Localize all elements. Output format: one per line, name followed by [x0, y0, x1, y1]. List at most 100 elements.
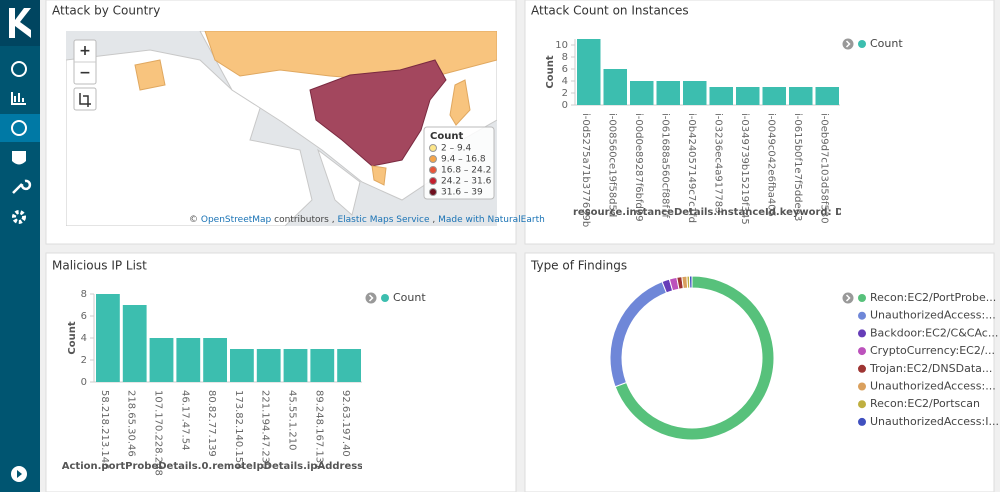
x-tick-label: i-0eb9d7c103d58f530	[818, 113, 829, 224]
legend-swatch	[858, 329, 866, 338]
x-tick-label: 173.82.140.154	[233, 390, 244, 470]
panel	[524, 0, 995, 245]
legend-label[interactable]: Trojan:EC2/DNSData...	[869, 362, 992, 375]
legend-label: 9.4 – 16.8	[441, 155, 486, 165]
y-tick-label: 4	[562, 76, 568, 87]
pie-slice[interactable]	[688, 275, 693, 289]
attribution-link[interactable]: Elastic Maps Service	[337, 215, 429, 225]
bar[interactable]	[310, 349, 335, 382]
bar[interactable]	[762, 87, 787, 105]
attribution-link[interactable]: Made with NaturalEarth	[438, 215, 545, 225]
crop-button[interactable]	[73, 87, 97, 111]
legend-swatch	[429, 177, 437, 185]
bar[interactable]	[656, 81, 681, 105]
panel-title: Attack by Country	[52, 4, 160, 18]
legend-toggle[interactable]	[842, 292, 854, 304]
discover-icon[interactable]	[11, 61, 27, 77]
x-tick-label: i-0b424057149c7c1fd	[686, 113, 697, 223]
legend-toggle[interactable]	[365, 292, 377, 304]
x-tick-label: 221.194.47.239	[260, 390, 271, 470]
y-tick-label: 6	[562, 64, 568, 75]
legend-label: 31.6 – 39	[441, 188, 483, 198]
legend-toggle-arrow	[368, 294, 374, 302]
legend-label[interactable]: UnauthorizedAccess:...	[870, 309, 996, 322]
legend-swatch	[429, 166, 437, 174]
bar[interactable]	[203, 338, 227, 382]
y-tick-label: 2	[81, 355, 87, 366]
bar[interactable]	[577, 39, 601, 105]
bar[interactable]	[603, 69, 628, 105]
bar[interactable]	[337, 349, 361, 382]
y-axis-label: Count	[545, 55, 556, 88]
x-tick-label: 107.170.228.248	[153, 390, 164, 476]
legend-label[interactable]: CryptoCurrency:EC2/...	[870, 344, 995, 357]
legend-label[interactable]: Count	[870, 37, 903, 50]
bar[interactable]	[709, 87, 734, 105]
legend-label[interactable]: UnauthorizedAccess:...	[870, 380, 996, 393]
legend-toggle-arrow	[845, 40, 851, 48]
x-tick-label: i-008560ce19f58d5d	[606, 113, 617, 217]
bar[interactable]	[815, 87, 840, 105]
legend-toggle[interactable]	[842, 38, 854, 50]
x-tick-label: i-0049c042e6fba405	[765, 113, 776, 217]
bar[interactable]	[149, 338, 174, 382]
legend-swatch	[858, 347, 866, 356]
bar[interactable]	[122, 305, 147, 382]
map-legend	[423, 126, 495, 200]
visualize-icon[interactable]	[11, 92, 26, 105]
x-tick-label: i-061688a560cf88f1f	[659, 113, 670, 218]
bar[interactable]	[176, 338, 201, 382]
legend-label[interactable]: Recon:EC2/PortProbe...	[870, 291, 996, 304]
bar[interactable]	[789, 87, 813, 105]
y-tick-label: 0	[81, 377, 87, 388]
active-nav	[0, 114, 40, 142]
bar[interactable]	[256, 349, 281, 382]
legend-swatch	[429, 144, 437, 152]
y-tick-label: 8	[562, 52, 568, 63]
x-tick-label: 58.218.213.146	[99, 390, 110, 470]
y-tick-label: 4	[81, 333, 87, 344]
bar[interactable]	[683, 81, 707, 105]
map[interactable]: + − Count 2 – 9.49.4 – 16.816.8 – 24.224…	[66, 31, 497, 226]
bar[interactable]	[736, 87, 760, 105]
x-tick-label: 89.248.167.131	[313, 390, 324, 470]
x-tick-label: i-03236ec4a917783	[712, 113, 723, 214]
y-tick-label: 2	[562, 88, 568, 99]
legend-swatch	[429, 188, 437, 196]
legend-label[interactable]: UnauthorizedAccess:I...	[870, 415, 999, 428]
attribution-link[interactable]: OpenStreetMap	[201, 215, 272, 225]
attribution: © OpenStreetMap contributors , Elastic M…	[189, 215, 545, 225]
bar[interactable]	[230, 349, 254, 382]
x-tick-label: 92.63.197.40	[340, 390, 351, 457]
legend-swatch	[858, 364, 866, 373]
devtools-icon[interactable]	[12, 179, 32, 194]
legend-label[interactable]: Recon:EC2/Portscan	[870, 397, 980, 410]
legend-label: 24.2 – 31.6	[441, 177, 492, 187]
settings-icon[interactable]	[12, 210, 26, 224]
bar[interactable]	[630, 81, 654, 105]
legend-toggle-arrow	[845, 294, 851, 302]
legend-swatch	[858, 40, 866, 48]
zoom-in[interactable]: +	[79, 43, 91, 59]
panel	[524, 252, 995, 492]
bar[interactable]	[283, 349, 308, 382]
y-tick-label: 0	[562, 100, 568, 111]
dashboard-icon[interactable]	[11, 120, 27, 136]
legend-swatch	[858, 382, 866, 391]
legend-swatch	[381, 294, 389, 302]
panel-title: Malicious IP List	[52, 259, 147, 273]
zoom-out[interactable]: −	[79, 65, 91, 81]
x-tick-label: 80.82.77.139	[206, 390, 217, 457]
legend-label[interactable]: Count	[393, 291, 426, 304]
bar[interactable]	[96, 294, 120, 382]
x-tick-label: i-00d0e89287f6bfd99	[633, 113, 644, 222]
timelion-icon[interactable]	[12, 151, 26, 165]
x-tick-label: 46.17.47.54	[179, 390, 190, 450]
legend-swatch	[858, 311, 866, 320]
panel-title: Attack Count on Instances	[531, 4, 689, 18]
y-axis-label: Count	[67, 321, 78, 354]
logo[interactable]	[9, 8, 31, 38]
legend-label[interactable]: Backdoor:EC2/C&CAc...	[870, 326, 998, 339]
x-tick-label: 45.55.1.210	[287, 390, 298, 450]
